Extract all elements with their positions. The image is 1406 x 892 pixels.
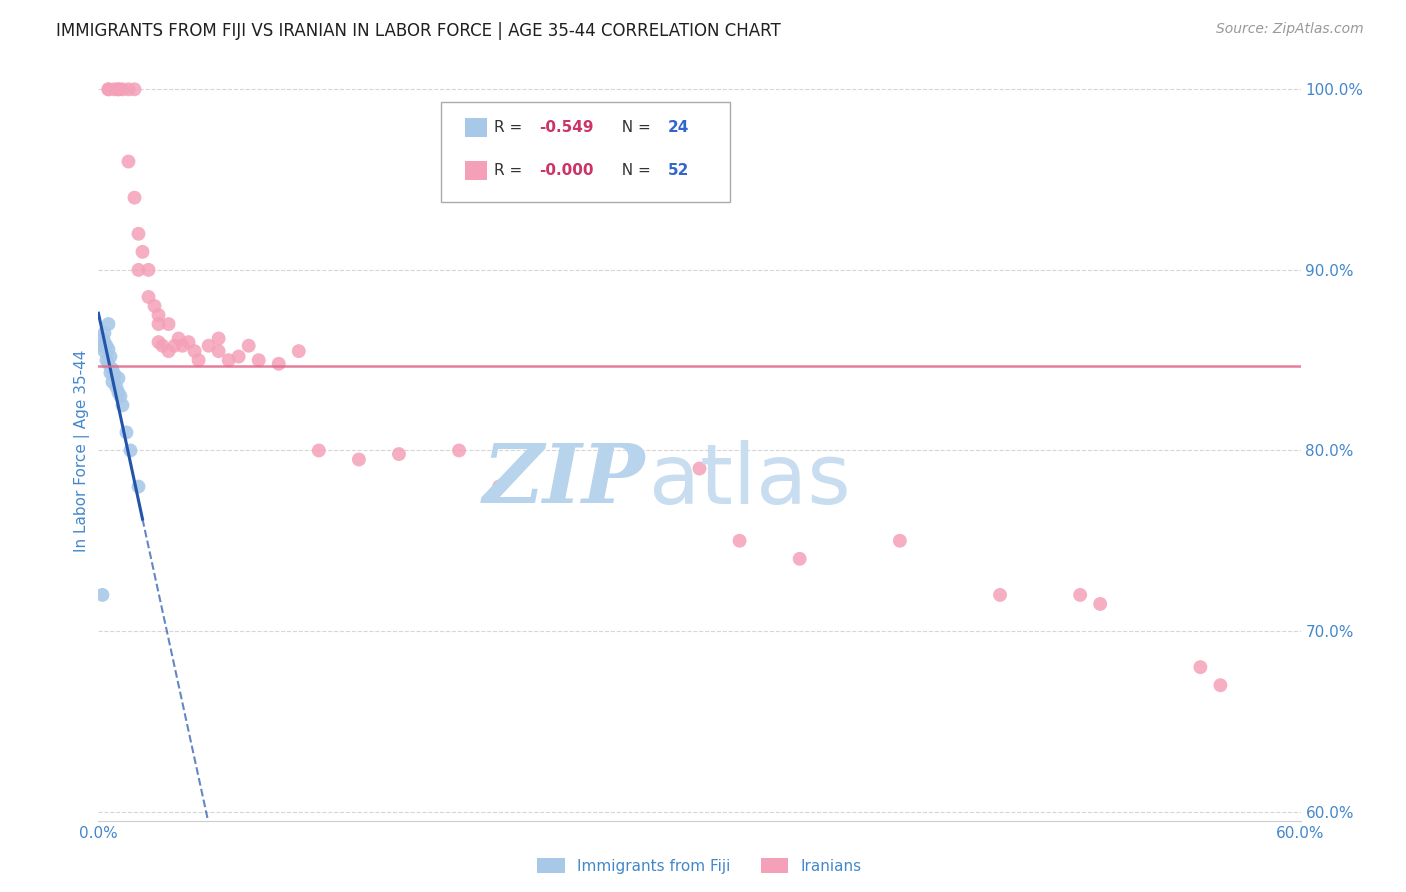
Point bbox=[91, 588, 114, 602]
Point bbox=[288, 344, 311, 359]
Point bbox=[148, 308, 170, 322]
Point bbox=[143, 299, 166, 313]
Point bbox=[128, 227, 150, 241]
Point bbox=[152, 339, 174, 353]
Point bbox=[228, 350, 250, 364]
Point bbox=[167, 331, 190, 345]
FancyBboxPatch shape bbox=[465, 119, 486, 137]
Point bbox=[247, 353, 270, 368]
Point bbox=[1069, 588, 1091, 602]
Point bbox=[131, 244, 153, 259]
Point bbox=[588, 479, 610, 493]
Point bbox=[728, 533, 751, 548]
Point bbox=[1209, 678, 1232, 692]
Point bbox=[172, 339, 194, 353]
Point bbox=[91, 331, 114, 345]
Text: N =: N = bbox=[612, 163, 655, 178]
Point bbox=[128, 479, 150, 493]
Text: -0.000: -0.000 bbox=[540, 163, 595, 178]
Text: 52: 52 bbox=[668, 163, 689, 178]
Point bbox=[488, 479, 510, 493]
Point bbox=[89, 339, 111, 353]
Text: 24: 24 bbox=[668, 120, 689, 136]
Point bbox=[107, 371, 129, 385]
Text: ZIP: ZIP bbox=[482, 440, 645, 520]
Point bbox=[107, 82, 129, 96]
Point bbox=[101, 375, 124, 389]
Text: atlas: atlas bbox=[650, 440, 851, 521]
Point bbox=[96, 339, 118, 353]
Point bbox=[100, 350, 122, 364]
Point bbox=[117, 82, 139, 96]
Point bbox=[107, 385, 129, 400]
Point bbox=[177, 335, 200, 350]
Point bbox=[93, 326, 115, 340]
Legend: Immigrants from Fiji, Iranians: Immigrants from Fiji, Iranians bbox=[531, 852, 868, 880]
Point bbox=[97, 343, 120, 357]
Point bbox=[183, 344, 205, 359]
Point bbox=[889, 533, 911, 548]
Point bbox=[388, 447, 411, 461]
Y-axis label: In Labor Force | Age 35-44: In Labor Force | Age 35-44 bbox=[75, 350, 90, 551]
Point bbox=[163, 339, 186, 353]
Point bbox=[97, 317, 120, 331]
Point bbox=[197, 339, 219, 353]
Point bbox=[308, 443, 330, 458]
Point bbox=[103, 368, 125, 382]
Point bbox=[157, 344, 180, 359]
Point bbox=[218, 353, 240, 368]
Point bbox=[267, 357, 290, 371]
Point bbox=[208, 344, 231, 359]
Point bbox=[117, 154, 139, 169]
Text: Source: ZipAtlas.com: Source: ZipAtlas.com bbox=[1216, 22, 1364, 37]
Point bbox=[111, 398, 134, 412]
Text: R =: R = bbox=[494, 163, 531, 178]
Point bbox=[148, 335, 170, 350]
Text: IMMIGRANTS FROM FIJI VS IRANIAN IN LABOR FORCE | AGE 35-44 CORRELATION CHART: IMMIGRANTS FROM FIJI VS IRANIAN IN LABOR… bbox=[56, 22, 780, 40]
Point bbox=[1189, 660, 1212, 674]
Point bbox=[111, 82, 134, 96]
Point bbox=[138, 290, 160, 304]
Point bbox=[124, 82, 146, 96]
Point bbox=[96, 353, 118, 368]
FancyBboxPatch shape bbox=[441, 103, 730, 202]
Point bbox=[447, 443, 470, 458]
Point bbox=[988, 588, 1011, 602]
Point bbox=[97, 82, 120, 96]
Text: N =: N = bbox=[612, 120, 655, 136]
Point bbox=[97, 357, 120, 371]
Point bbox=[93, 335, 115, 350]
Point bbox=[148, 317, 170, 331]
Point bbox=[100, 366, 122, 380]
Point bbox=[103, 82, 125, 96]
Point bbox=[789, 551, 811, 566]
Point bbox=[124, 191, 146, 205]
Point bbox=[101, 362, 124, 376]
Point bbox=[1088, 597, 1111, 611]
Text: R =: R = bbox=[494, 120, 531, 136]
FancyBboxPatch shape bbox=[465, 161, 486, 179]
Point bbox=[107, 82, 129, 96]
Point bbox=[689, 461, 711, 475]
Point bbox=[105, 380, 128, 394]
Point bbox=[157, 317, 180, 331]
Point bbox=[238, 339, 260, 353]
Point bbox=[97, 82, 120, 96]
Point bbox=[208, 331, 231, 345]
Point bbox=[93, 344, 115, 359]
Point bbox=[110, 389, 132, 403]
Point bbox=[115, 425, 138, 440]
Text: -0.549: -0.549 bbox=[540, 120, 595, 136]
Point bbox=[120, 443, 142, 458]
Point bbox=[187, 353, 209, 368]
Point bbox=[128, 263, 150, 277]
Point bbox=[347, 452, 370, 467]
Point bbox=[138, 263, 160, 277]
